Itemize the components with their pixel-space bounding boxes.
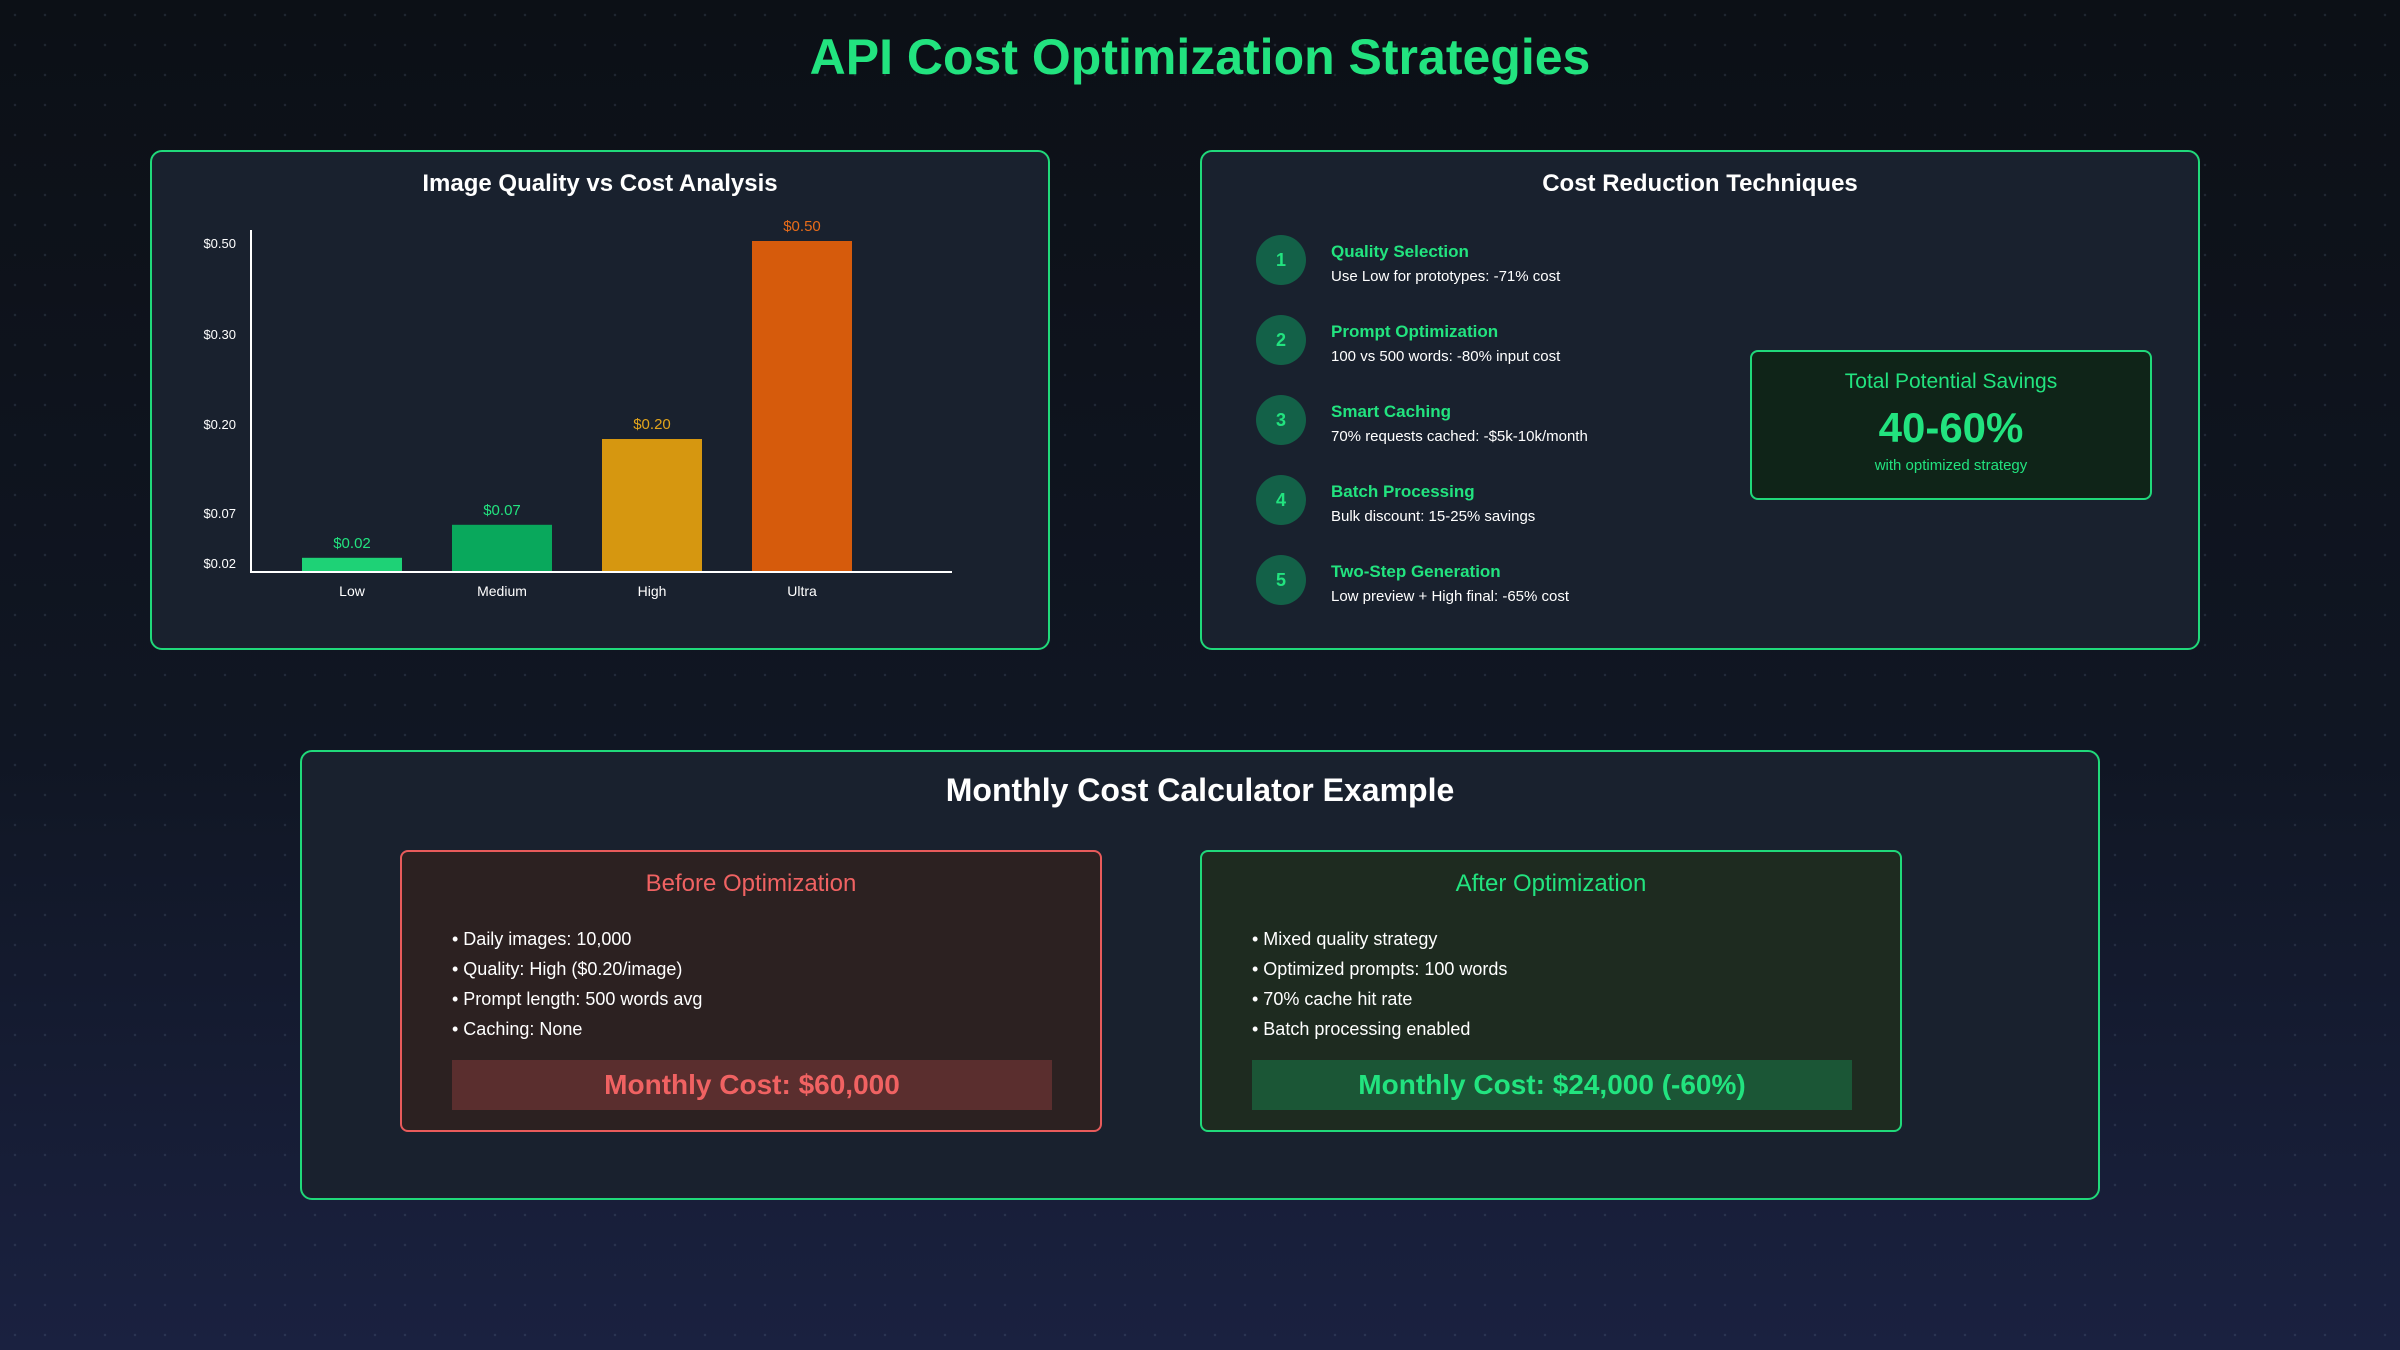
x-tick-label: Medium — [477, 583, 527, 599]
technique-batch-processing: 4 Batch Processing Bulk discount: 15-25%… — [1256, 475, 1816, 531]
technique-description: 100 vs 500 words: -80% input cost — [1331, 348, 1561, 365]
technique-number-badge: 5 — [1256, 555, 1306, 605]
technique-title: Batch Processing — [1331, 482, 1475, 501]
techniques-title: Cost Reduction Techniques — [1542, 170, 1858, 197]
after-list: • Mixed quality strategy • Optimized pro… — [1252, 924, 1507, 1044]
list-item: • Mixed quality strategy — [1252, 929, 1438, 949]
savings-label: Total Potential Savings — [1844, 370, 2058, 393]
before-optimization-box: Before Optimization • Daily images: 10,0… — [400, 850, 1102, 1132]
after-monthly-cost: Monthly Cost: $24,000 (-60%) — [1252, 1060, 1852, 1110]
chart-title: Image Quality vs Cost Analysis — [422, 170, 778, 197]
technique-title: Quality Selection — [1331, 242, 1469, 261]
technique-description: Bulk discount: 15-25% savings — [1331, 508, 1536, 525]
bar-low — [302, 557, 402, 571]
technique-two-step-generation: 5 Two-Step Generation Low preview + High… — [1256, 555, 1816, 611]
technique-prompt-optimization: 2 Prompt Optimization 100 vs 500 words: … — [1256, 315, 1816, 371]
technique-smart-caching: 3 Smart Caching 70% requests cached: -$5… — [1256, 395, 1816, 451]
list-item: • 70% cache hit rate — [1252, 989, 1413, 1009]
technique-number-badge: 4 — [1256, 475, 1306, 525]
technique-number-badge: 2 — [1256, 315, 1306, 365]
bar-value-labels: $0.02 $0.07 $0.20 $0.50 — [333, 218, 821, 552]
list-item: • Optimized prompts: 100 words — [1252, 959, 1508, 979]
techniques-card: Cost Reduction Techniques 1 Quality Sele… — [1200, 150, 2200, 650]
bar-value-label: $0.20 — [633, 416, 671, 433]
technique-title: Two-Step Generation — [1331, 562, 1501, 581]
technique-description: Low preview + High final: -65% cost — [1331, 588, 1570, 605]
page-title: API Cost Optimization Strategies — [809, 29, 1591, 85]
technique-quality-selection: 1 Quality Selection Use Low for prototyp… — [1256, 235, 1816, 291]
list-item: • Prompt length: 500 words avg — [452, 989, 703, 1009]
bar-value-label: $0.02 — [333, 535, 371, 552]
technique-description: Use Low for prototypes: -71% cost — [1331, 268, 1561, 285]
x-tick-label: High — [638, 583, 667, 599]
technique-number-badge: 3 — [1256, 395, 1306, 445]
y-tick-label: $0.20 — [203, 417, 236, 432]
technique-title: Prompt Optimization — [1331, 322, 1499, 341]
technique-description: 70% requests cached: -$5k-10k/month — [1331, 428, 1588, 445]
list-item: • Daily images: 10,000 — [452, 929, 632, 949]
y-tick-label: $0.07 — [203, 506, 236, 521]
total-savings-box: Total Potential Savings 40-60% with opti… — [1750, 350, 2152, 500]
calculator-title: Monthly Cost Calculator Example — [945, 772, 1455, 808]
x-tick-label: Ultra — [787, 583, 817, 599]
list-item: • Caching: None — [452, 1019, 583, 1039]
savings-subtext: with optimized strategy — [1874, 457, 2028, 474]
y-tick-label: $0.30 — [203, 327, 236, 342]
savings-value: 40-60% — [1878, 404, 2024, 451]
x-tick-labels: Low Medium High Ultra — [339, 583, 817, 599]
after-title: After Optimization — [1455, 870, 1647, 897]
y-tick-label: $0.02 — [203, 556, 236, 571]
list-item: • Quality: High ($0.20/image) — [452, 959, 683, 979]
y-tick-label: $0.50 — [203, 236, 236, 251]
before-list: • Daily images: 10,000 • Quality: High (… — [452, 924, 702, 1044]
bar-ultra — [752, 241, 852, 571]
bar-medium — [452, 524, 552, 571]
cost-calculator-card: Monthly Cost Calculator Example Before O… — [300, 750, 2100, 1200]
x-tick-label: Low — [339, 583, 366, 599]
before-monthly-cost: Monthly Cost: $60,000 — [452, 1060, 1052, 1110]
before-title: Before Optimization — [645, 870, 857, 897]
bar-value-label: $0.50 — [783, 218, 821, 235]
list-item: • Batch processing enabled — [1252, 1019, 1471, 1039]
chart-card: Image Quality vs Cost Analysis $0.02 $0.0… — [150, 150, 1050, 650]
bar-value-label: $0.07 — [483, 502, 521, 519]
technique-number-badge: 1 — [1256, 235, 1306, 285]
technique-title: Smart Caching — [1331, 402, 1451, 421]
y-tick-labels: $0.02 $0.07 $0.20 $0.30 $0.50 — [203, 236, 236, 571]
bar-high — [602, 439, 702, 571]
cost-bar-chart: $0.02 $0.07 $0.20 $0.30 $0.50 $0.02 $0.07 $0.2… — [203, 218, 952, 599]
after-optimization-box: After Optimization • Mixed quality strat… — [1200, 850, 1902, 1132]
bars — [302, 241, 852, 571]
